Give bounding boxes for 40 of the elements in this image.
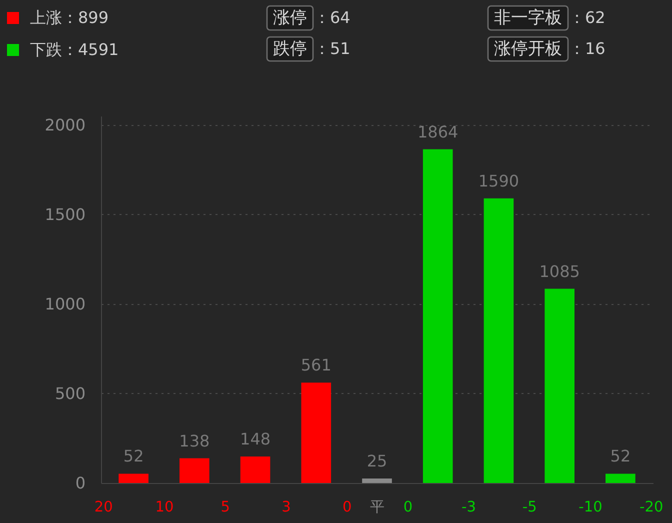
x-tick-label: 3 [282, 500, 291, 516]
data-label: 52 [610, 446, 631, 466]
data-label: 1590 [478, 171, 520, 190]
bar [606, 474, 636, 483]
y-tick-label: 2000 [44, 115, 86, 134]
x-tick-label: 10 [155, 500, 174, 516]
bar [544, 288, 574, 483]
bar [301, 382, 332, 483]
bar [180, 458, 210, 483]
data-label: 561 [300, 356, 332, 375]
data-label: 1085 [539, 262, 580, 281]
text: 非一字板：62 [494, 8, 606, 28]
data-label: 52 [123, 446, 144, 466]
data-label: 25 [366, 452, 388, 471]
x-tick-label: 20 [94, 500, 113, 516]
x-tick-label: 0 [403, 500, 413, 516]
bar [362, 478, 392, 483]
legend-label: 上涨：899 [30, 8, 109, 27]
x-tick-label: -5 [522, 500, 537, 516]
data-label: 1864 [418, 122, 458, 142]
text: 涨停：64 [273, 8, 350, 28]
y-tick-label: 1000 [44, 294, 86, 314]
x-tick-label: -10 [578, 500, 602, 516]
data-label: 148 [240, 430, 271, 449]
x-tick-label: 0 [342, 500, 352, 516]
legend-label: 下跌：4591 [30, 40, 119, 59]
y-tick-label: 1500 [44, 204, 86, 224]
y-tick-label: 500 [54, 384, 86, 403]
bar [118, 474, 148, 483]
bar [484, 198, 514, 483]
data-label: 138 [179, 431, 210, 450]
x-tick-label: 平 [370, 500, 385, 516]
x-tick-label: 5 [220, 500, 230, 516]
text: 涨停开板：16 [494, 39, 606, 59]
bar [240, 456, 270, 483]
x-tick-label: -20 [640, 500, 664, 516]
y-tick-label: 0 [75, 474, 86, 492]
text: 跌停：51 [273, 39, 350, 59]
x-tick-label: -3 [462, 500, 476, 516]
bar [422, 149, 453, 483]
